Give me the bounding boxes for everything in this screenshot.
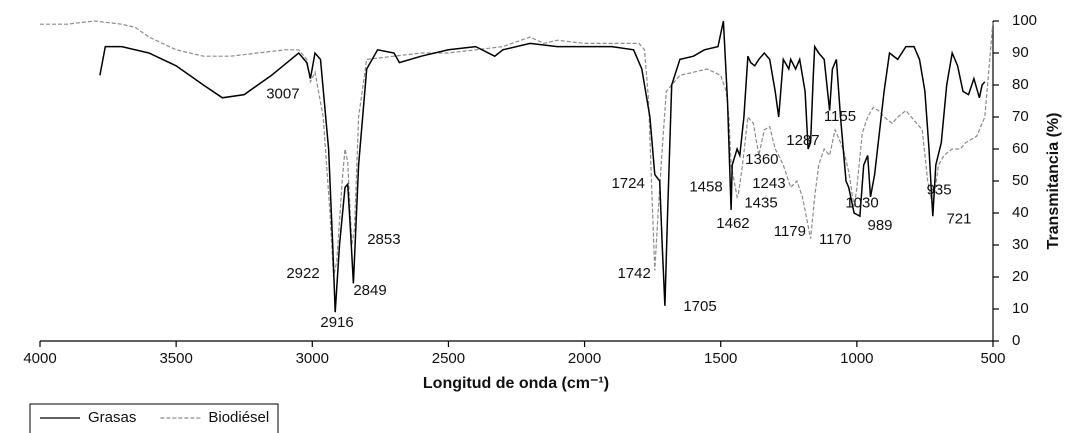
- peak-label: 935: [927, 182, 952, 199]
- x-tick-label: 2000: [568, 350, 601, 367]
- y-tick-label: 20: [1012, 268, 1029, 285]
- y-tick-label: 50: [1012, 172, 1029, 189]
- peak-label: 1742: [617, 265, 650, 282]
- x-axis-title: Longitud de onda (cm⁻¹): [423, 375, 609, 392]
- y-tick-label: 90: [1012, 44, 1029, 61]
- peak-label: 1030: [845, 194, 878, 211]
- peak-label: 1287: [786, 132, 819, 149]
- x-tick-label: 500: [980, 350, 1005, 367]
- peak-label: 2916: [320, 314, 353, 331]
- x-tick-label: 3000: [296, 350, 329, 367]
- legend-label: Biodiésel: [208, 409, 269, 426]
- peak-label: 1243: [752, 175, 785, 192]
- peak-label: 2853: [367, 231, 400, 248]
- y-tick-label: 40: [1012, 204, 1029, 221]
- peak-label: 1705: [683, 298, 716, 315]
- peak-label: 1724: [611, 175, 644, 192]
- x-tick-label: 3500: [159, 350, 192, 367]
- peak-label: 1155: [824, 108, 856, 125]
- peak-label: 3007: [266, 86, 299, 103]
- peak-label: 1179: [774, 223, 806, 240]
- y-tick-label: 80: [1012, 76, 1029, 93]
- peak-label: 1170: [819, 231, 851, 248]
- y-tick-label: 30: [1012, 236, 1029, 253]
- x-tick-label: 1000: [840, 350, 873, 367]
- series-line: [99, 20, 986, 313]
- y-tick-label: 10: [1012, 300, 1029, 317]
- peak-label: 2922: [286, 265, 319, 282]
- y-tick-label: 60: [1012, 140, 1029, 157]
- peak-label: 1435: [744, 194, 777, 211]
- peak-label: 1360: [745, 151, 778, 168]
- x-tick-label: 4000: [23, 350, 56, 367]
- x-tick-label: 1500: [704, 350, 737, 367]
- peak-label: 1458: [689, 178, 722, 195]
- y-tick-label: 70: [1012, 108, 1029, 125]
- legend-label: Grasas: [88, 409, 136, 426]
- peak-label: 721: [946, 210, 971, 227]
- x-tick-label: 2500: [432, 350, 465, 367]
- y-tick-label: 0: [1012, 332, 1020, 349]
- y-axis-title: Transmitancia (%): [1045, 113, 1062, 250]
- peak-label: 989: [867, 217, 892, 234]
- series-line: [40, 20, 994, 278]
- y-tick-label: 100: [1012, 12, 1037, 29]
- peak-label: 2849: [353, 282, 386, 299]
- peak-label: 1462: [716, 215, 749, 232]
- legend-box: [29, 403, 279, 433]
